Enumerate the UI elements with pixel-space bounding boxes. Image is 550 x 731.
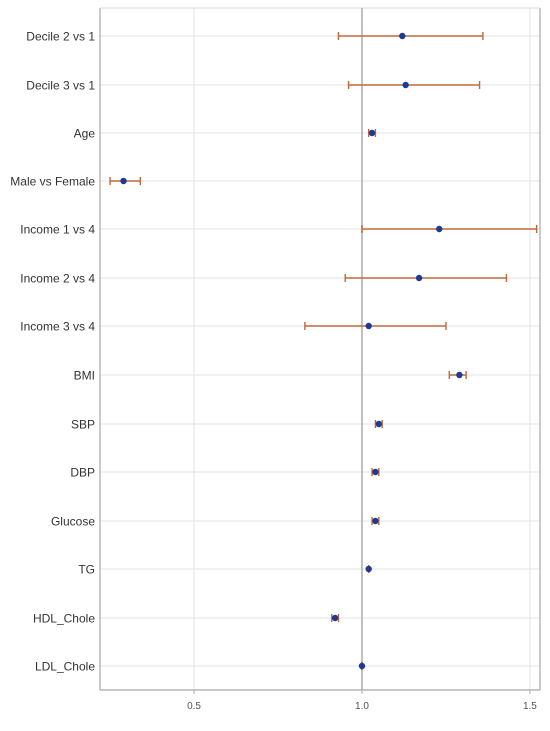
ci-whisker: [337, 32, 484, 40]
row-label: Decile 2 vs 1: [26, 30, 95, 44]
row-label: LDL_Chole: [35, 660, 95, 674]
row-label: Income 1 vs 4: [20, 223, 95, 237]
estimate-point: [375, 420, 382, 428]
row-label: TG: [78, 563, 95, 577]
x-tick-label: 1.5: [523, 701, 537, 712]
row-label-layer: Decile 2 vs 1 Decile 3 vs 1 Age Male vs Fem…: [10, 30, 95, 674]
estimate-point: [372, 468, 379, 476]
ci-whisker: [344, 274, 508, 282]
estimate-point: [365, 565, 372, 573]
estimate-point: [415, 274, 423, 282]
row-label: Glucose: [51, 515, 95, 529]
estimate-point-layer: [120, 32, 463, 670]
estimate-point: [402, 81, 409, 89]
estimate-point: [368, 129, 376, 137]
x-tick-label: 1.0: [355, 701, 369, 712]
row-label: SBP: [71, 418, 95, 432]
estimate-point: [372, 517, 379, 525]
estimate-point: [456, 371, 463, 379]
ci-whisker: [304, 322, 447, 330]
estimate-point: [358, 662, 366, 670]
estimate-point: [365, 322, 372, 330]
ci-whisker: [347, 81, 481, 89]
grid-layer: [100, 8, 540, 690]
row-label: Decile 3 vs 1: [26, 79, 95, 93]
row-label: Age: [74, 127, 96, 141]
confidence-interval-layer: [109, 32, 538, 670]
row-label: HDL_Chole: [33, 612, 95, 626]
row-label: Income 3 vs 4: [20, 320, 95, 334]
estimate-point: [436, 225, 443, 233]
plot-frame: [99, 7, 541, 691]
row-label: Income 2 vs 4: [20, 272, 95, 286]
x-tick-label: 0.5: [187, 701, 201, 712]
ci-whisker: [361, 225, 538, 233]
row-label: Male vs Female: [10, 175, 95, 189]
row-label: DBP: [70, 466, 95, 480]
x-tick-label-layer: 0.5 1.0 1.5: [187, 690, 537, 712]
estimate-point: [120, 177, 127, 185]
row-label: BMI: [74, 369, 95, 383]
estimate-point: [399, 32, 406, 40]
estimate-point: [331, 614, 339, 622]
